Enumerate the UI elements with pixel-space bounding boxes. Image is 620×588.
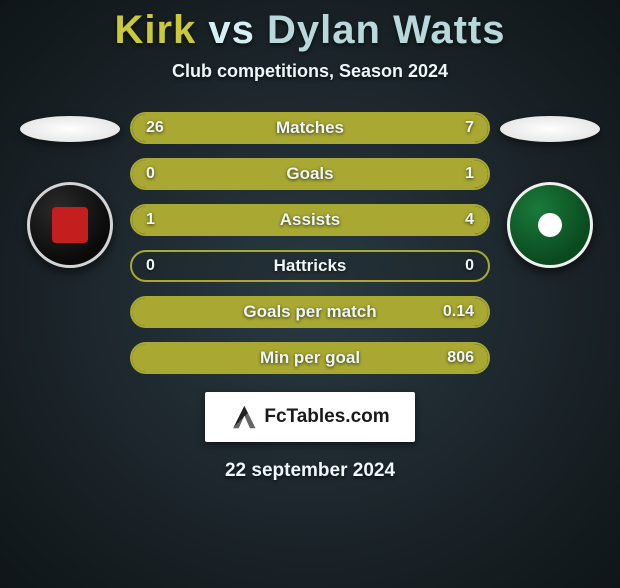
stat-label: Goals per match: [243, 302, 376, 322]
stat-label: Goals: [286, 164, 333, 184]
stat-row: 1 Assists 4: [130, 204, 490, 236]
subtitle: Club competitions, Season 2024: [0, 61, 620, 82]
comparison-content: 26 Matches 7 0 Goals 1 1 Assists 4 0 Hattricks 0 Goa…: [0, 112, 620, 374]
stat-value-right: 1: [465, 165, 474, 183]
stat-value-right: 806: [447, 349, 474, 367]
player1-name: Kirk: [114, 8, 196, 52]
stat-row: Min per goal 806: [130, 342, 490, 374]
stat-fill-left: [132, 206, 203, 234]
player2-name: Dylan Watts: [267, 8, 505, 52]
stat-bars: 26 Matches 7 0 Goals 1 1 Assists 4 0 Hattricks 0 Goa…: [130, 112, 490, 374]
stat-value-right: 0: [465, 257, 474, 275]
stat-value-left: 0: [146, 257, 155, 275]
stat-row: Goals per match 0.14: [130, 296, 490, 328]
player1-club-crest: [27, 182, 113, 268]
stat-fill-right: [413, 114, 488, 142]
stat-value-left: 26: [146, 119, 164, 137]
stat-label: Min per goal: [260, 348, 360, 368]
player1-avatar: [20, 116, 120, 142]
stat-value-left: 0: [146, 165, 155, 183]
stat-value-left: 1: [146, 211, 155, 229]
stat-value-right: 4: [465, 211, 474, 229]
vs-text: vs: [208, 8, 255, 52]
branding-badge: FcTables.com: [205, 392, 415, 442]
stat-row: 0 Goals 1: [130, 158, 490, 190]
stat-fill-right: [203, 206, 488, 234]
stat-label: Hattricks: [274, 256, 347, 276]
stat-label: Matches: [276, 118, 344, 138]
right-side: [490, 112, 610, 268]
stat-label: Assists: [280, 210, 340, 230]
stat-row: 26 Matches 7: [130, 112, 490, 144]
stat-row: 0 Hattricks 0: [130, 250, 490, 282]
left-side: [10, 112, 130, 268]
date-text: 22 september 2024: [0, 460, 620, 482]
stat-value-right: 7: [465, 119, 474, 137]
branding-icon: [230, 403, 258, 431]
stat-value-right: 0.14: [443, 303, 474, 321]
player2-club-crest: [507, 182, 593, 268]
branding-text: FcTables.com: [264, 406, 389, 428]
comparison-title: Kirk vs Dylan Watts: [0, 8, 620, 53]
stat-fill-left: [132, 114, 413, 142]
player2-avatar: [500, 116, 600, 142]
